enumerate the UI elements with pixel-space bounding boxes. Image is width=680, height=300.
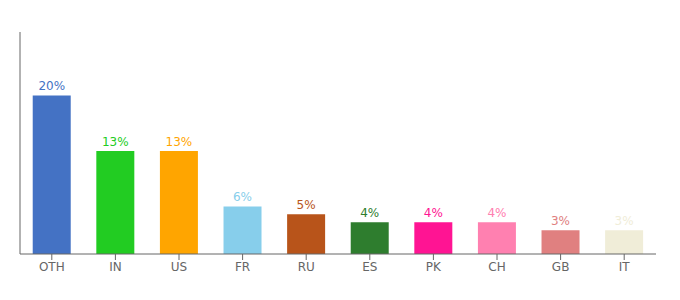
svg-text:CH: CH [488,260,505,274]
svg-text:US: US [171,260,187,274]
svg-text:OTH: OTH [39,260,65,274]
svg-text:IT: IT [619,260,631,274]
svg-text:13%: 13% [166,135,193,149]
svg-text:3%: 3% [615,214,634,228]
svg-text:3%: 3% [551,214,570,228]
svg-text:4%: 4% [360,206,379,220]
svg-text:FR: FR [235,260,250,274]
svg-text:IN: IN [109,260,122,274]
svg-text:ES: ES [362,260,377,274]
svg-text:RU: RU [298,260,315,274]
svg-text:PK: PK [426,260,442,274]
svg-text:4%: 4% [424,206,443,220]
svg-text:GB: GB [552,260,570,274]
svg-text:4%: 4% [487,206,506,220]
svg-text:20%: 20% [38,79,65,93]
svg-text:6%: 6% [233,190,252,204]
svg-text:5%: 5% [297,198,316,212]
svg-text:13%: 13% [102,135,129,149]
